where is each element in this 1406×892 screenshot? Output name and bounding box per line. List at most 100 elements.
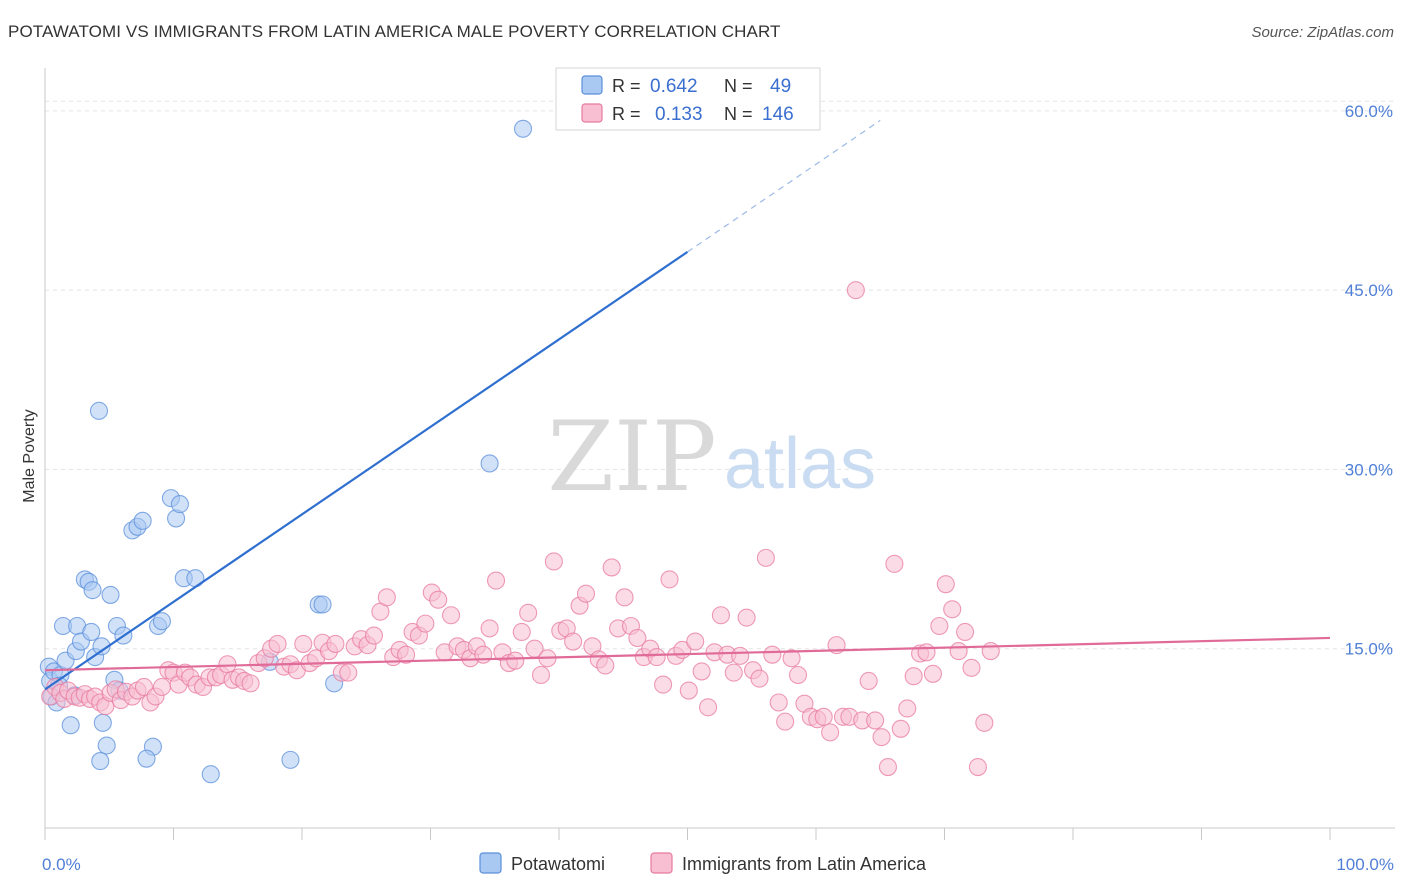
data-point bbox=[814, 707, 833, 726]
data-point bbox=[281, 750, 300, 769]
y-tick-label: 30.0% bbox=[1345, 460, 1393, 479]
x-tick-label: 100.0% bbox=[1336, 855, 1394, 874]
legend-swatch-latin-america bbox=[581, 103, 603, 123]
axes bbox=[44, 68, 1395, 840]
data-point bbox=[930, 616, 949, 636]
legend-n-value-latin-america: 146 bbox=[762, 104, 794, 125]
data-point bbox=[474, 645, 493, 664]
data-point bbox=[615, 588, 634, 607]
data-point bbox=[91, 752, 110, 771]
data-point bbox=[218, 655, 237, 674]
data-point bbox=[82, 622, 101, 642]
gridlines bbox=[45, 100, 1395, 650]
data-point bbox=[936, 575, 955, 594]
data-point bbox=[152, 677, 171, 697]
data-point bbox=[654, 675, 673, 694]
data-point bbox=[776, 712, 795, 731]
data-point bbox=[846, 281, 865, 300]
legend-r-value-latin-america: 0.133 bbox=[655, 104, 703, 125]
data-point bbox=[93, 713, 112, 732]
y-tick-label: 45.0% bbox=[1345, 281, 1393, 300]
data-point bbox=[201, 765, 220, 784]
legend-r-label: R = bbox=[612, 76, 641, 96]
data-point bbox=[416, 614, 435, 633]
data-point bbox=[133, 511, 152, 530]
data-point bbox=[756, 548, 775, 567]
data-point bbox=[89, 401, 109, 420]
data-point bbox=[737, 608, 756, 627]
data-point bbox=[949, 642, 968, 661]
data-point bbox=[480, 454, 499, 473]
series-immigrants-latin-america bbox=[41, 281, 1000, 777]
data-point bbox=[699, 698, 718, 717]
data-point bbox=[821, 723, 840, 742]
data-point bbox=[679, 681, 698, 700]
data-point bbox=[429, 590, 448, 609]
data-point bbox=[152, 612, 171, 631]
data-point bbox=[731, 646, 750, 665]
x-tick-label: 0.0% bbox=[42, 855, 81, 874]
data-point bbox=[917, 643, 936, 662]
data-point bbox=[241, 674, 260, 693]
data-point bbox=[962, 658, 981, 677]
source-label: Source: ZipAtlas.com bbox=[1251, 24, 1394, 41]
data-point bbox=[480, 619, 499, 638]
data-point bbox=[898, 699, 917, 718]
data-point bbox=[859, 671, 878, 691]
data-point bbox=[782, 649, 801, 668]
data-point bbox=[769, 693, 788, 712]
data-point bbox=[137, 749, 156, 768]
data-point bbox=[486, 571, 506, 590]
data-point bbox=[519, 603, 538, 622]
data-point bbox=[531, 665, 551, 685]
data-point bbox=[711, 606, 730, 625]
data-point bbox=[968, 757, 987, 777]
data-point bbox=[326, 634, 345, 653]
legend-n-label: N = bbox=[724, 104, 753, 124]
y-tick-label: 60.0% bbox=[1345, 102, 1393, 121]
data-point bbox=[313, 595, 332, 614]
data-point bbox=[975, 713, 994, 732]
data-point bbox=[170, 495, 189, 514]
data-point bbox=[904, 667, 923, 686]
x-tick-labels: 0.0% 100.0% bbox=[42, 855, 1394, 874]
data-point bbox=[377, 588, 396, 607]
data-point bbox=[512, 622, 531, 642]
y-axis-label: Male Poverty bbox=[21, 409, 38, 502]
bottom-legend-label-potawatomi: Potawatomi bbox=[511, 854, 605, 874]
correlation-legend: R = 0.642 N = 49 R = 0.133 N = 146 bbox=[555, 67, 821, 131]
data-point bbox=[576, 584, 596, 603]
data-point bbox=[97, 736, 116, 755]
data-point bbox=[513, 119, 533, 138]
data-point bbox=[397, 645, 416, 664]
data-point bbox=[788, 665, 808, 685]
data-point bbox=[692, 662, 711, 681]
legend-r-value-potawatomi: 0.642 bbox=[650, 76, 698, 97]
data-point bbox=[101, 585, 120, 604]
data-point bbox=[891, 719, 910, 738]
data-point bbox=[885, 554, 904, 573]
legend-n-value-potawatomi: 49 bbox=[770, 76, 791, 97]
data-point bbox=[596, 656, 615, 675]
chart-title: POTAWATOMI VS IMMIGRANTS FROM LATIN AMER… bbox=[8, 22, 781, 41]
legend-swatch-potawatomi bbox=[581, 75, 603, 95]
data-point bbox=[763, 645, 782, 664]
data-point bbox=[564, 632, 583, 651]
bottom-legend-label-latin-america: Immigrants from Latin America bbox=[682, 854, 927, 874]
trend-line-latin-america bbox=[44, 636, 1331, 672]
data-point bbox=[686, 632, 705, 651]
legend-r-label: R = bbox=[612, 104, 641, 124]
data-point bbox=[61, 716, 80, 735]
data-point bbox=[628, 628, 647, 648]
trend-lines bbox=[44, 119, 1331, 691]
data-point bbox=[943, 600, 962, 619]
data-point bbox=[660, 570, 679, 589]
watermark-atlas: atlas bbox=[724, 424, 876, 504]
data-point bbox=[724, 663, 743, 682]
watermark-zip: ZIP bbox=[547, 401, 716, 513]
data-point bbox=[442, 606, 461, 625]
data-point bbox=[750, 669, 769, 688]
trend-line-potawatomi-extension bbox=[687, 119, 881, 253]
bottom-legend-swatch-latin-america bbox=[650, 852, 673, 874]
